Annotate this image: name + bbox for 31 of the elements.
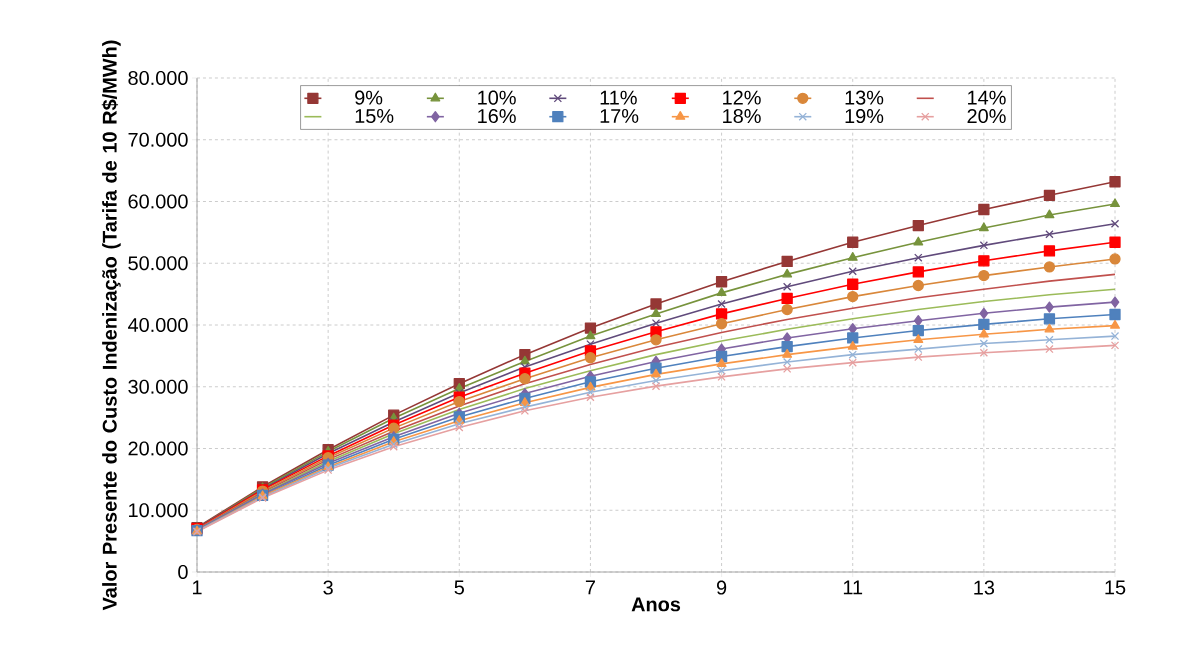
legend-label: 19% bbox=[845, 109, 884, 124]
x-tick-label: 3 bbox=[323, 580, 333, 595]
y-tick-label: 40.000 bbox=[127, 317, 188, 333]
x-tick-label: 9 bbox=[716, 580, 727, 595]
y-tick-label: 50.000 bbox=[128, 256, 188, 271]
x-tick-label: 1 bbox=[192, 580, 202, 595]
y-tick-label: 70.000 bbox=[128, 132, 188, 147]
y-tick-label: 60.000 bbox=[128, 194, 188, 209]
x-tick-label: 5 bbox=[454, 580, 464, 595]
legend-label: 10% bbox=[478, 90, 516, 105]
y-tick-label: 20.000 bbox=[128, 441, 188, 456]
y-tick-label: 30.000 bbox=[128, 379, 188, 394]
y-axis-title: Valor Presente do Custo Indenização (Tarifa de 10 R$/MWh) bbox=[101, 40, 121, 611]
legend-label: 20% bbox=[967, 109, 1006, 124]
x-tick-label: 11 bbox=[843, 580, 863, 595]
legend-label: 15% bbox=[355, 109, 394, 124]
x-tick-label: 15 bbox=[1105, 580, 1126, 595]
x-tick-label: 13 bbox=[974, 580, 995, 595]
legend-label: 13% bbox=[845, 90, 884, 105]
legend-label: 12% bbox=[723, 90, 761, 105]
legend-label: 18% bbox=[723, 109, 761, 124]
legend-label: 17% bbox=[600, 109, 639, 123]
y-tick-label: 80.000 bbox=[128, 70, 188, 86]
x-tick-label: 7 bbox=[585, 580, 595, 595]
legend-label: 11% bbox=[600, 90, 637, 105]
x-axis-title: Anos bbox=[631, 597, 681, 612]
y-tick-label: 10.000 bbox=[129, 503, 188, 518]
legend-label: 16% bbox=[478, 109, 516, 124]
legend-label: 9% bbox=[355, 90, 383, 105]
legend-label: 14% bbox=[968, 90, 1006, 105]
y-tick-label: 0 bbox=[178, 564, 188, 580]
